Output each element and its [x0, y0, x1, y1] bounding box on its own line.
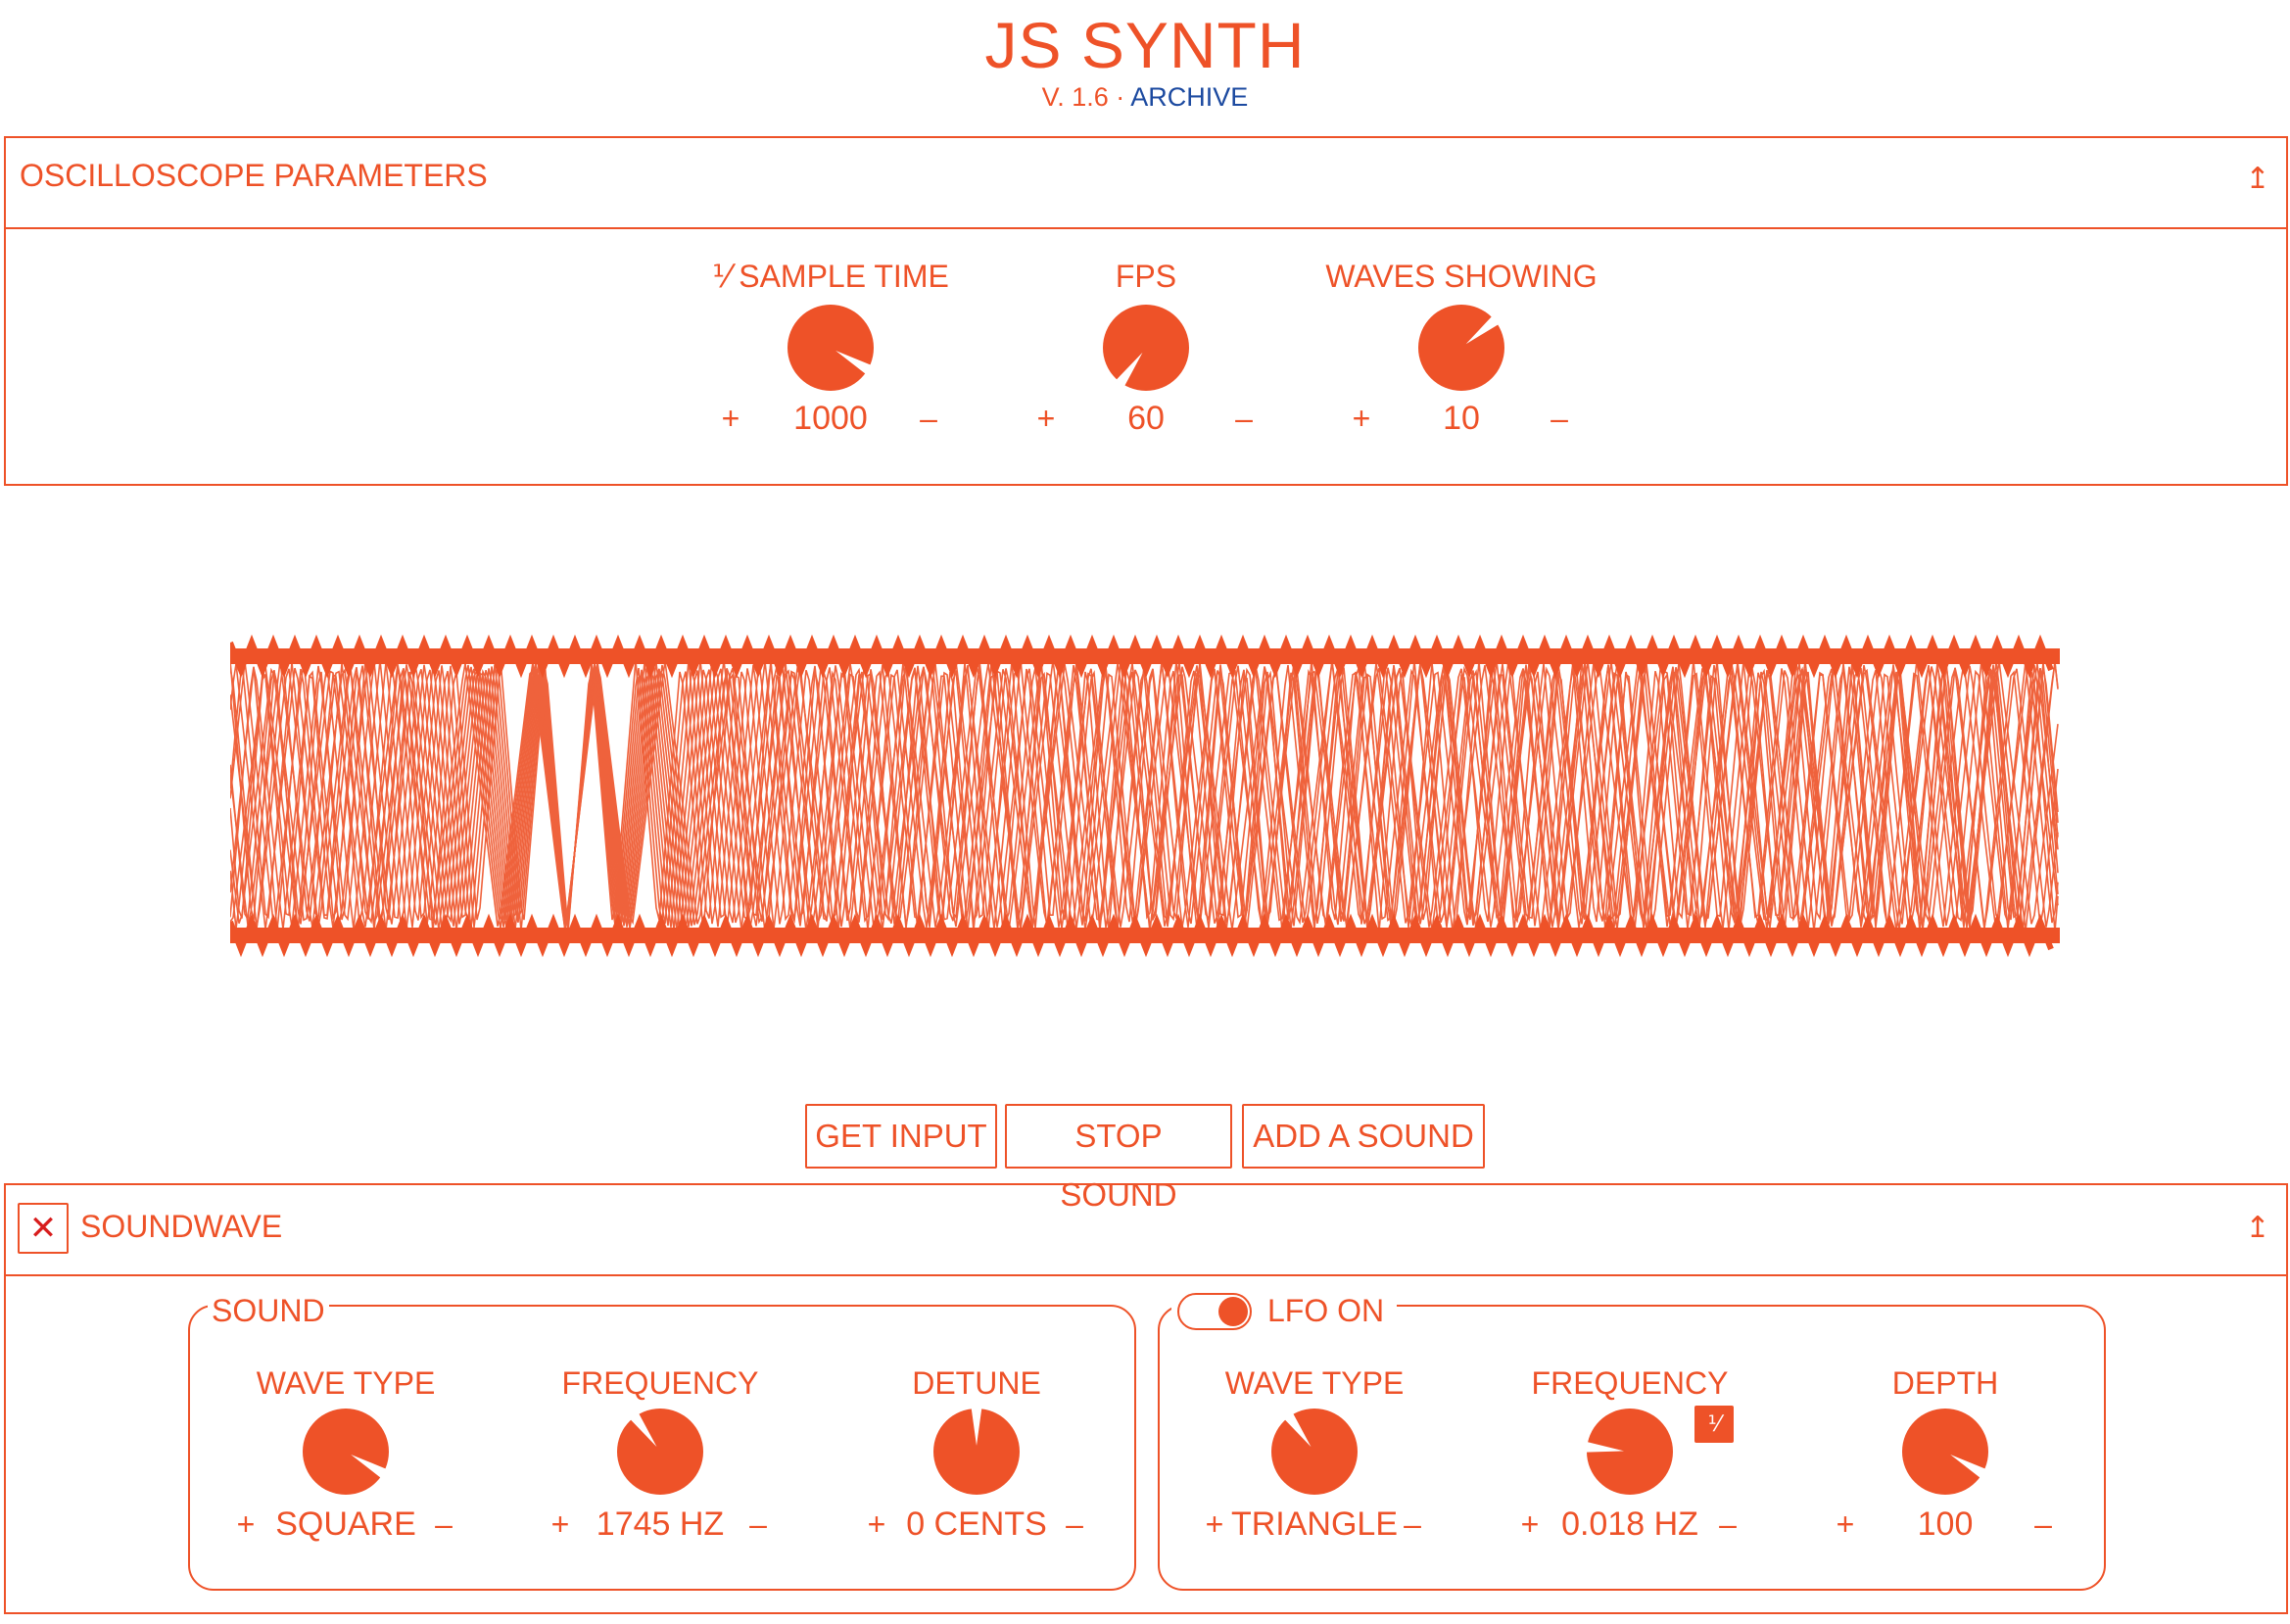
app-title: JS SYNTH [984, 9, 1306, 81]
soundwave-panel-title: SOUNDWAVE [80, 1209, 283, 1244]
lfo-frequency-value: 0.018 HZ [1561, 1505, 1698, 1543]
waves-showing-label: WAVES SHOWING [1325, 259, 1598, 294]
lfo-depth-knob[interactable] [1901, 1408, 1989, 1496]
add-sound-button[interactable]: ADD A SOUND [1242, 1104, 1485, 1169]
lfo-frequency-knob[interactable] [1584, 1408, 1674, 1496]
soundwave-panel-header[interactable]: ✕ SOUNDWAVE ↥ [6, 1185, 2286, 1276]
lfo-wave-type-decrement-button[interactable]: – [1404, 1506, 1421, 1542]
collapse-up-icon[interactable]: ↥ [2245, 1212, 2270, 1244]
lfo-depth-decrement-button[interactable]: – [2034, 1506, 2052, 1542]
lfo-depth-label: DEPTH [1891, 1365, 1999, 1401]
sound-frequency-label: FREQUENCY [561, 1365, 759, 1401]
lfo-frequency-decrement-button[interactable]: – [1719, 1506, 1737, 1542]
sound-group-legend: SOUND [208, 1291, 329, 1330]
get-input-button[interactable]: GET INPUT [805, 1104, 997, 1169]
sound-frequency-value: 1745 HZ [596, 1505, 725, 1543]
lfo-frequency-label: FREQUENCY [1531, 1365, 1729, 1401]
stop-sound-button[interactable]: STOP SOUND [1005, 1104, 1232, 1213]
soundwave-panel: ✕ SOUNDWAVE ↥ [4, 1183, 2288, 1614]
lfo-wave-type-label: WAVE TYPE [1224, 1365, 1405, 1401]
sound-frequency-knob[interactable] [616, 1408, 704, 1496]
waves-showing-value: 10 [1443, 400, 1480, 437]
sound-detune-knob[interactable] [932, 1406, 1021, 1496]
toggle-knob-icon [1218, 1297, 1248, 1326]
version-text: V. 1.6 [1041, 82, 1109, 112]
sound-detune-increment-button[interactable]: + [867, 1506, 886, 1542]
waves-showing-knob[interactable] [1417, 304, 1505, 392]
fps-value: 60 [1127, 400, 1165, 437]
sample-time-increment-button[interactable]: + [721, 401, 740, 436]
oscilloscope-panel-header[interactable]: OSCILLOSCOPE PARAMETERS ↥ [6, 138, 2286, 229]
lfo-frequency-reciprocal-toggle[interactable]: ⅟ [1694, 1406, 1734, 1443]
lfo-group [1158, 1305, 2106, 1591]
app-subtitle: V. 1.6 · ARCHIVE [0, 80, 2290, 114]
sound-wave-type-knob[interactable] [302, 1408, 390, 1496]
lfo-depth-value: 100 [1917, 1505, 1974, 1543]
sound-frequency-increment-button[interactable]: + [550, 1506, 570, 1542]
sound-detune-value: 0 CENTS [906, 1505, 1047, 1543]
oscilloscope-panel-title: OSCILLOSCOPE PARAMETERS [20, 158, 488, 193]
waves-showing-increment-button[interactable]: + [1352, 401, 1371, 436]
sound-wave-type-label: WAVE TYPE [256, 1365, 436, 1401]
collapse-up-icon[interactable]: ↥ [2245, 163, 2270, 195]
sound-detune-decrement-button[interactable]: – [1066, 1506, 1083, 1542]
oscilloscope-parameters-panel: OSCILLOSCOPE PARAMETERS ↥ [4, 136, 2288, 486]
sound-wave-type-increment-button[interactable]: + [236, 1506, 256, 1542]
sound-wave-type-decrement-button[interactable]: – [435, 1506, 453, 1542]
close-icon[interactable]: ✕ [18, 1203, 69, 1254]
lfo-frequency-increment-button[interactable]: + [1520, 1506, 1540, 1542]
sound-wave-type-value: SQUARE [275, 1505, 416, 1543]
lfo-toggle[interactable] [1177, 1293, 1252, 1330]
lfo-wave-type-knob[interactable] [1270, 1408, 1359, 1496]
sample-time-decrement-button[interactable]: – [920, 401, 937, 436]
sound-detune-label: DETUNE [912, 1365, 1041, 1401]
lfo-wave-type-value: TRIANGLE [1230, 1505, 1399, 1543]
lfo-wave-type-increment-button[interactable]: + [1205, 1506, 1224, 1542]
archive-link[interactable]: ARCHIVE [1130, 82, 1249, 112]
sample-time-label: ⅟ SAMPLE TIME [712, 259, 949, 294]
sample-time-value: 1000 [793, 400, 868, 437]
fps-knob[interactable] [1102, 304, 1190, 392]
fps-increment-button[interactable]: + [1036, 401, 1056, 436]
lfo-group-legend: LFO ON [1264, 1291, 1389, 1330]
fps-label: FPS [1115, 259, 1177, 294]
sound-group [188, 1305, 1136, 1591]
waves-showing-decrement-button[interactable]: – [1551, 401, 1568, 436]
sound-frequency-decrement-button[interactable]: – [749, 1506, 767, 1542]
subtitle-separator: · [1116, 82, 1125, 112]
sample-time-knob[interactable] [787, 304, 875, 392]
lfo-depth-increment-button[interactable]: + [1836, 1506, 1855, 1542]
fps-decrement-button[interactable]: – [1235, 401, 1253, 436]
oscilloscope-display [230, 634, 2060, 958]
